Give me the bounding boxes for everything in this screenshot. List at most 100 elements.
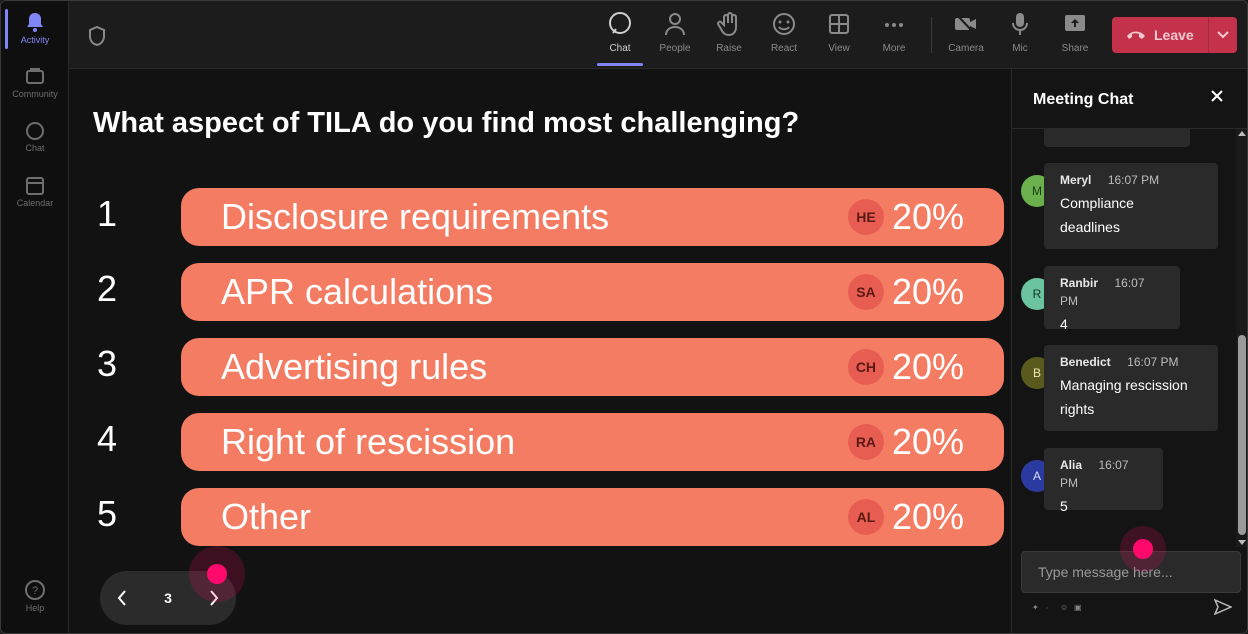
avatar-initial: B bbox=[1032, 366, 1041, 380]
mic-icon bbox=[1012, 13, 1028, 35]
poll-option-1[interactable]: Disclosure requirements HE 20% bbox=[181, 188, 1004, 246]
meeting-chat-panel: Meeting Chat M Meryl 16:07 PM Compliance… bbox=[1011, 69, 1247, 633]
people-button-label: People bbox=[659, 43, 691, 54]
grid-icon bbox=[829, 14, 849, 34]
rail-item-community[interactable]: Community bbox=[1, 67, 69, 99]
rail-item-calendar[interactable]: Calendar bbox=[1, 176, 69, 208]
leave-button[interactable]: Leave bbox=[1112, 17, 1237, 53]
poll-option-5[interactable]: Other AL 20% bbox=[181, 488, 1004, 546]
raise-button-label: Raise bbox=[716, 43, 742, 54]
option-label: Right of rescission bbox=[221, 421, 516, 462]
camera-button-label: Camera bbox=[948, 43, 984, 54]
more-button-label: More bbox=[882, 43, 906, 54]
message-line: rights bbox=[1060, 401, 1095, 417]
react-button-label: React bbox=[770, 43, 798, 54]
poll-option-4[interactable]: Right of rescission RA 20% bbox=[181, 413, 1004, 471]
compose-toolbar: ✦ ∙ ☺ ▣ bbox=[1032, 603, 1084, 613]
message-line: Compliance bbox=[1060, 195, 1134, 211]
option-percent: 20% bbox=[891, 346, 964, 387]
raise-hand-button[interactable]: Raise bbox=[704, 11, 754, 54]
hand-icon bbox=[717, 12, 737, 37]
mic-button-label: Mic bbox=[1012, 43, 1028, 54]
close-icon[interactable] bbox=[1210, 89, 1224, 108]
cursor-indicator bbox=[207, 564, 227, 584]
option-number: 1 bbox=[97, 193, 118, 234]
chat-active-indicator bbox=[597, 63, 643, 66]
voter-avatar: RA bbox=[847, 424, 884, 460]
chevron-right-icon[interactable] bbox=[208, 589, 220, 607]
poll-question: What aspect of TILA do you find most cha… bbox=[93, 107, 800, 139]
share-screen-icon bbox=[1065, 15, 1085, 31]
gif-icon[interactable]: ▣ bbox=[1074, 603, 1082, 612]
option-number: 3 bbox=[97, 343, 118, 384]
leave-options-button[interactable] bbox=[1209, 17, 1237, 53]
rail-item-activity[interactable]: Activity bbox=[1, 11, 69, 45]
page-number: 3 bbox=[164, 590, 172, 606]
leave-label: Leave bbox=[1154, 27, 1194, 43]
share-button-label: Share bbox=[1061, 43, 1089, 54]
meeting-toolbar: Chat People Raise React View More Camera bbox=[69, 1, 1247, 69]
sender-name: Benedict bbox=[1060, 355, 1111, 369]
option-percent: 20% bbox=[891, 421, 964, 462]
option-label: Other bbox=[221, 496, 312, 537]
bell-icon bbox=[27, 13, 43, 32]
shield-icon[interactable] bbox=[87, 25, 107, 52]
chat-button[interactable]: Chat bbox=[595, 11, 645, 54]
send-icon[interactable] bbox=[1213, 598, 1233, 620]
avatar-initial: A bbox=[1032, 469, 1041, 483]
cursor-indicator bbox=[1133, 539, 1153, 559]
share-button[interactable]: Share bbox=[1050, 11, 1100, 54]
more-button[interactable]: More bbox=[869, 11, 919, 54]
chat-message: Benedict 16:07 PM Managing rescission ri… bbox=[1044, 345, 1218, 431]
chat-messages[interactable]: M Meryl 16:07 PM Compliance deadlines R … bbox=[1012, 129, 1247, 547]
chat-message: Meryl 16:07 PM Compliance deadlines bbox=[1044, 163, 1218, 249]
poll-option-2[interactable]: APR calculations SA 20% bbox=[181, 263, 1004, 321]
emoji-icon[interactable]: ☺ bbox=[1060, 603, 1069, 612]
people-button[interactable]: People bbox=[650, 11, 700, 54]
svg-text:?: ? bbox=[32, 585, 38, 597]
chat-title: Meeting Chat bbox=[1033, 91, 1134, 108]
option-percent: 20% bbox=[891, 196, 964, 237]
option-number: 5 bbox=[97, 493, 118, 534]
leave-main[interactable]: Leave bbox=[1112, 17, 1208, 53]
more-dots-icon bbox=[885, 23, 903, 27]
chat-bubble-icon bbox=[609, 12, 631, 34]
chat-button-label: Chat bbox=[609, 43, 631, 54]
message-compose-box[interactable] bbox=[1021, 551, 1241, 593]
chat-message: Ranbir 16:07 PM 4 bbox=[1044, 266, 1180, 332]
attach-icon[interactable]: ∙ bbox=[1046, 603, 1049, 612]
react-button[interactable]: React bbox=[759, 11, 809, 54]
scroll-down-arrow[interactable] bbox=[1238, 540, 1246, 545]
rail-label-activity: Activity bbox=[20, 35, 50, 45]
rail-item-chat[interactable]: Chat bbox=[1, 121, 69, 153]
sender-name: Meryl bbox=[1060, 173, 1092, 187]
message-text: Managing rescission rights bbox=[1060, 373, 1202, 421]
sender-name: Alia bbox=[1060, 458, 1083, 472]
mic-button[interactable]: Mic bbox=[995, 11, 1045, 54]
voter-avatar: HE bbox=[847, 199, 884, 235]
help-icon: ? bbox=[25, 580, 45, 600]
message-input[interactable] bbox=[1022, 552, 1240, 592]
left-rail: Activity Community Chat Calendar ? Help bbox=[1, 1, 69, 633]
toolbar-divider bbox=[931, 17, 932, 53]
rail-active-indicator bbox=[5, 9, 8, 49]
rail-label-chat: Chat bbox=[25, 143, 45, 153]
chat-scrollbar[interactable] bbox=[1236, 129, 1247, 547]
scroll-up-arrow[interactable] bbox=[1238, 131, 1246, 136]
chevron-left-icon[interactable] bbox=[116, 589, 128, 607]
message-line: deadlines bbox=[1060, 219, 1120, 235]
rail-label-community: Community bbox=[12, 89, 58, 99]
poll-option-3[interactable]: Advertising rules CH 20% bbox=[181, 338, 1004, 396]
rail-item-help[interactable]: ? Help bbox=[1, 579, 69, 613]
message-time: 16:07 PM bbox=[1107, 173, 1160, 187]
format-icon[interactable]: ✦ bbox=[1032, 603, 1039, 612]
camera-off-icon bbox=[955, 13, 976, 35]
view-button[interactable]: View bbox=[814, 11, 864, 54]
option-label: Disclosure requirements bbox=[221, 196, 610, 237]
chat-header: Meeting Chat bbox=[1012, 69, 1247, 129]
option-number: 4 bbox=[97, 418, 118, 459]
message-time: 16:07 PM bbox=[1060, 276, 1145, 308]
scroll-thumb[interactable] bbox=[1238, 335, 1246, 535]
camera-button[interactable]: Camera bbox=[941, 11, 991, 54]
